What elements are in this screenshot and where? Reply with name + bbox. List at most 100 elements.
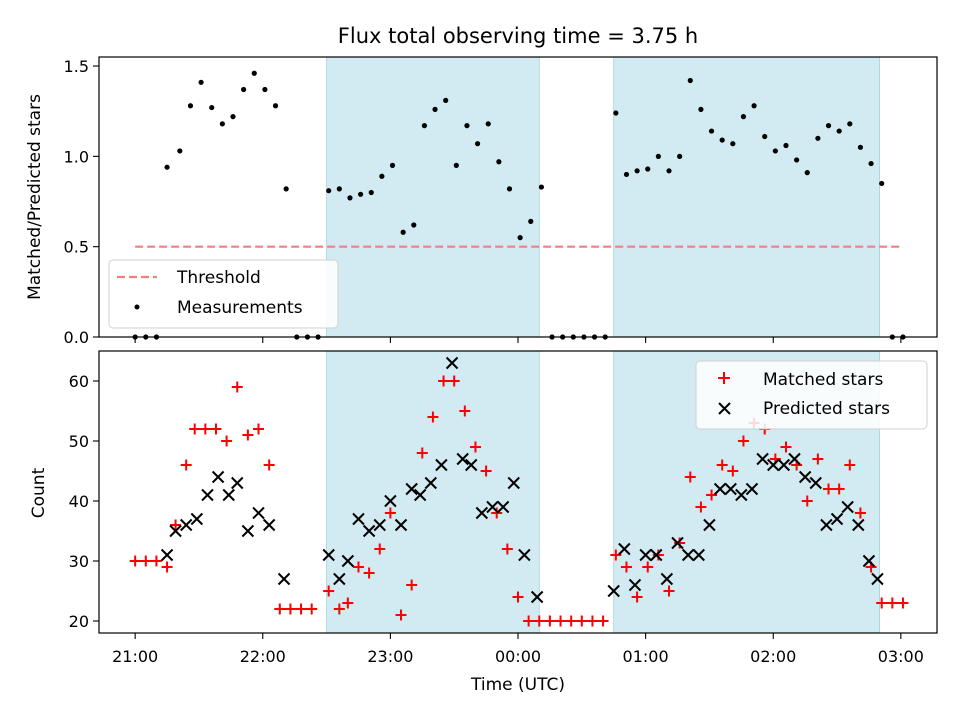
predicted-star-point [809,476,822,490]
matched-legend-swatch [718,372,730,384]
measurement-point [879,180,885,187]
predicted-star-point [660,572,674,586]
predicted-star-point [788,452,801,466]
predicted-star-point [456,452,469,466]
predicted-star-point [362,524,376,538]
matched-star-point [469,441,481,453]
predicted-star-point [262,518,276,532]
measurement-point [474,141,481,147]
matched-star-point [263,459,275,471]
matched-star-point [876,597,888,609]
predicted-star-point [179,518,193,532]
predicted-star-point [333,572,346,586]
measurements-legend-swatch [134,304,140,310]
measurement-point [262,86,268,93]
measurement-point [698,106,704,112]
measurement-point [177,148,183,154]
bottom-axes-frame [98,350,938,634]
matched-star-point [231,381,243,393]
matched-star-point [801,495,813,507]
x-tick-label: 22:00 [240,647,286,666]
matched-star-point [140,555,152,567]
y-tick-label: 30 [69,552,89,571]
matched-star-point [170,519,182,531]
predicted-star-point [852,518,865,532]
matched-star-point [512,591,524,603]
matched-star-point [620,561,632,573]
predicted-star-point [211,470,225,484]
measurement-point [804,170,810,176]
matched-star-point [844,459,856,471]
predicted-legend-swatch [718,402,731,415]
bottom-legend: Matched stars Predicted stars [695,360,928,430]
matched-star-point [253,423,265,435]
matched-star-point [523,615,535,627]
predicted-star-point [277,572,291,586]
matched-star-point [189,423,201,435]
matched-star-point [674,537,686,549]
measurement-point [538,184,544,190]
measurement-point [719,137,725,143]
matched-star-point [242,429,254,441]
predicted-star-point [607,584,620,598]
predicted-star-point [724,482,737,496]
measurement-point [283,186,289,192]
matched-legend-label: Matched stars [763,370,883,390]
matched-star-point [363,567,375,579]
y-tick-label: 0.5 [64,238,89,257]
matched-star-point [406,579,418,591]
predicted-star-point [530,590,544,604]
matched-star-point [684,471,696,483]
measurement-point [528,218,534,224]
matched-star-point [199,423,211,435]
predicted-star-point [201,488,214,502]
measurement-point [794,157,800,163]
matched-star-point [576,615,588,627]
top-legend-box [108,259,339,329]
measurement-point [336,186,342,192]
predicted-star-point [692,548,705,562]
predicted-stars-points [160,356,884,604]
matched-star-point [129,555,141,567]
matched-star-point [854,507,866,519]
measurement-point [517,235,523,241]
y-tick-label: 40 [69,492,89,511]
predicted-star-point [713,482,727,496]
matched-star-point [306,603,318,615]
predicted-star-point [841,500,854,514]
predicted-star-point [756,452,769,466]
y-tick-label: 1.0 [64,147,89,166]
matched-star-point [597,615,609,627]
measurement-point [783,142,789,149]
predicted-star-point [745,482,759,496]
threshold-legend-label: Threshold [176,268,261,288]
predicted-star-point [871,572,884,586]
predicted-star-point [465,458,478,472]
predicted-star-point [703,518,716,532]
matched-star-point [480,465,492,477]
measurement-point [857,144,864,150]
measurement-point [464,123,470,129]
top-y-axis-label: Matched/Predicted stars [25,94,45,300]
predicted-star-point [341,554,355,568]
predicted-star-point [518,548,531,562]
predicted-star-point [169,524,182,538]
matched-star-point [737,435,749,447]
top-panel: 0.0 0.5 1.0 1.5 Matched/Predicted stars Thr… [25,56,938,347]
matched-star-point [727,465,739,477]
measurement-point [655,153,661,159]
matched-star-point [812,453,824,465]
matched-star-point [780,441,792,453]
matched-star-point [565,615,577,627]
x-tick-label: 02:00 [750,647,796,666]
matched-star-point [150,555,162,567]
matched-star-point [180,459,192,471]
predicted-star-point [394,518,408,532]
matched-star-point [886,597,898,609]
measurement-point [623,171,630,178]
predicted-star-point [373,518,386,532]
measurement-point [241,86,247,93]
bottom-x-axis-label: Time (UTC) [470,675,565,695]
predicted-star-point [496,500,510,514]
top-shaded-regions [326,56,880,338]
